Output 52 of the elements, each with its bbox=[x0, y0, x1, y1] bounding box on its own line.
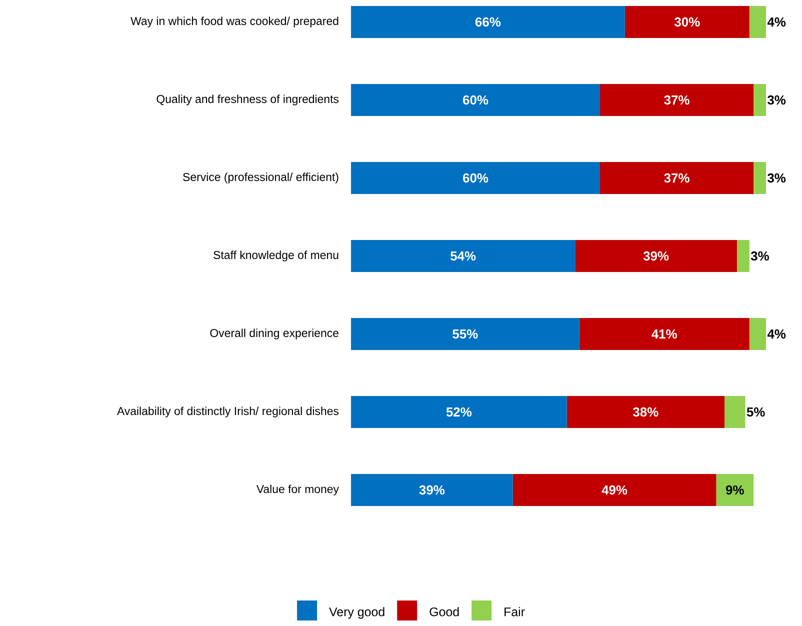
bar bbox=[749, 6, 766, 38]
data-label: 39% bbox=[643, 251, 669, 261]
data-label: 5% bbox=[746, 407, 765, 417]
data-label: 4% bbox=[767, 329, 786, 339]
data-label: 60% bbox=[463, 95, 488, 105]
bar bbox=[566, 396, 725, 428]
data-label: 3% bbox=[750, 251, 769, 261]
y-tick-label: Way in which food was cooked/ prepared bbox=[130, 16, 338, 28]
bar bbox=[351, 240, 576, 272]
data-label: 3% bbox=[768, 95, 786, 105]
bar bbox=[716, 474, 754, 506]
data-label: 3% bbox=[768, 173, 786, 183]
data-label: 49% bbox=[602, 485, 628, 495]
data-label: 9% bbox=[726, 485, 744, 495]
y-tick-label: Overall dining experience bbox=[210, 328, 338, 340]
data-label: 38% bbox=[632, 407, 658, 417]
data-label: 55% bbox=[452, 329, 478, 339]
bar bbox=[724, 396, 746, 428]
bar bbox=[351, 396, 567, 428]
data-label: 60% bbox=[463, 173, 488, 183]
bar bbox=[351, 474, 513, 506]
data-label: 66% bbox=[475, 17, 501, 27]
bar bbox=[754, 84, 766, 116]
y-tick-label: Service (professional/ efficient) bbox=[183, 172, 338, 184]
bar bbox=[736, 240, 750, 272]
bar bbox=[624, 6, 750, 38]
data-label: 4% bbox=[767, 17, 786, 27]
data-label: 30% bbox=[674, 17, 700, 27]
bar bbox=[351, 162, 600, 194]
data-label: 37% bbox=[664, 95, 690, 105]
y-tick-label: Staff knowledge of menu bbox=[214, 250, 338, 262]
y-tick-label: Quality and freshness of ingredients bbox=[156, 94, 339, 106]
data-label: 54% bbox=[450, 251, 476, 261]
bar bbox=[351, 84, 600, 116]
bar bbox=[754, 162, 766, 194]
bar bbox=[351, 318, 580, 350]
bar bbox=[512, 474, 716, 506]
bar bbox=[351, 6, 625, 38]
data-label: 52% bbox=[446, 407, 472, 417]
legend-label: Fair bbox=[504, 607, 525, 616]
bar bbox=[579, 318, 750, 350]
y-tick-label: Value for money bbox=[256, 484, 339, 496]
data-label: 37% bbox=[664, 173, 690, 183]
bar bbox=[749, 318, 766, 350]
bar bbox=[600, 84, 754, 116]
legend-label: Very good bbox=[329, 607, 384, 619]
data-label: 39% bbox=[419, 485, 445, 495]
y-tick-label: Availability of distinctly Irish/ regional dishes bbox=[116, 406, 339, 418]
legend-label: Good bbox=[430, 607, 459, 616]
data-label: 41% bbox=[652, 329, 677, 339]
bar bbox=[600, 162, 754, 194]
bar bbox=[575, 240, 737, 272]
